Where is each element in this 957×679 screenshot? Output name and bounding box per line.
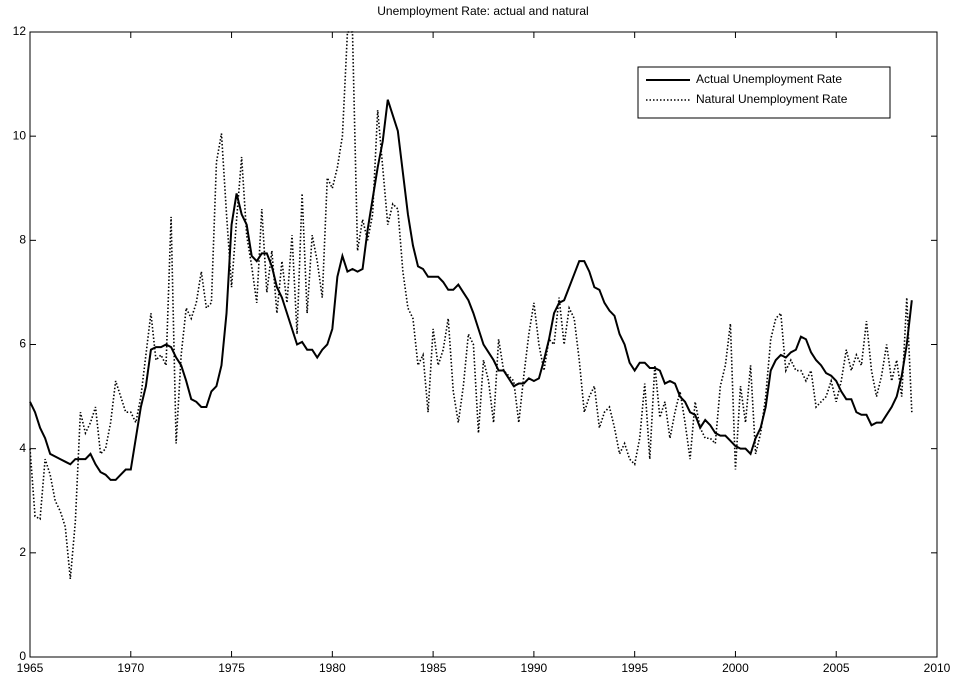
y-tick-label: 10 (13, 128, 27, 142)
x-tick-label: 1970 (117, 661, 144, 675)
x-tick-label: 1975 (218, 661, 245, 675)
y-tick-label: 12 (13, 24, 27, 38)
x-tick-label: 1990 (521, 661, 548, 675)
y-tick-label: 6 (19, 337, 26, 351)
x-tick-label: 2005 (823, 661, 850, 675)
y-tick-label: 4 (19, 441, 26, 455)
legend-box (637, 66, 891, 119)
y-tick-label: 2 (19, 545, 26, 559)
x-tick-label: 1980 (319, 661, 346, 675)
legend-label: Actual Unemployment Rate (696, 72, 842, 86)
x-tick-label: 1965 (17, 661, 44, 675)
chart-title: Unemployment Rate: actual and natural (377, 4, 588, 18)
legend-label: Natural Unemployment Rate (696, 92, 848, 106)
y-tick-label: 0 (19, 649, 26, 663)
x-tick-label: 1995 (621, 661, 648, 675)
x-tick-label: 1985 (420, 661, 447, 675)
x-tick-label: 2000 (722, 661, 749, 675)
line-series (29, 99, 913, 481)
x-tick-label: 2010 (924, 661, 951, 675)
line-series (29, 31, 913, 579)
y-tick-label: 8 (19, 233, 26, 247)
